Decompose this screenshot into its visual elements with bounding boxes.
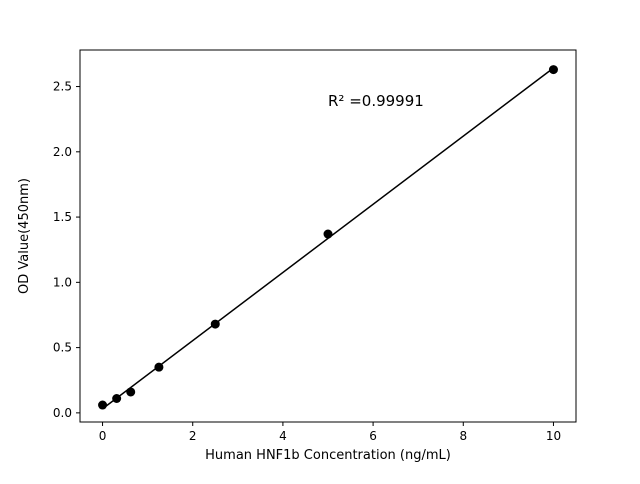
plot-border [79,49,577,423]
x-tick-label: 2 [189,429,197,443]
data-point [323,229,333,239]
data-point [210,319,220,329]
data-point [548,65,558,75]
y-tick-label: 0.0 [53,406,72,420]
x-tick-label: 6 [369,429,377,443]
y-tick-label: 2.0 [53,145,72,159]
plot-area: 0 2 4 6 8 10 0.0 0.5 1.0 1.5 2.0 2.5 [53,49,577,443]
y-axis-label: OD Value(450nm) [17,178,32,294]
r-squared-annotation: R² =0.99991 [328,92,424,110]
data-point [154,362,164,372]
y-tick-label: 0.5 [53,341,72,355]
data-point [112,394,122,404]
x-tick-label: 10 [546,429,561,443]
y-tick-label: 2.5 [53,80,72,94]
x-tick-label: 0 [99,429,107,443]
y-tick-label: 1.0 [53,275,72,289]
x-tick-label: 8 [459,429,467,443]
data-point [126,387,136,397]
x-tick-label: 4 [279,429,287,443]
data-point [98,400,108,410]
y-tick-label: 1.5 [53,210,72,224]
x-axis-label: Human HNF1b Concentration (ng/mL) [205,448,451,463]
